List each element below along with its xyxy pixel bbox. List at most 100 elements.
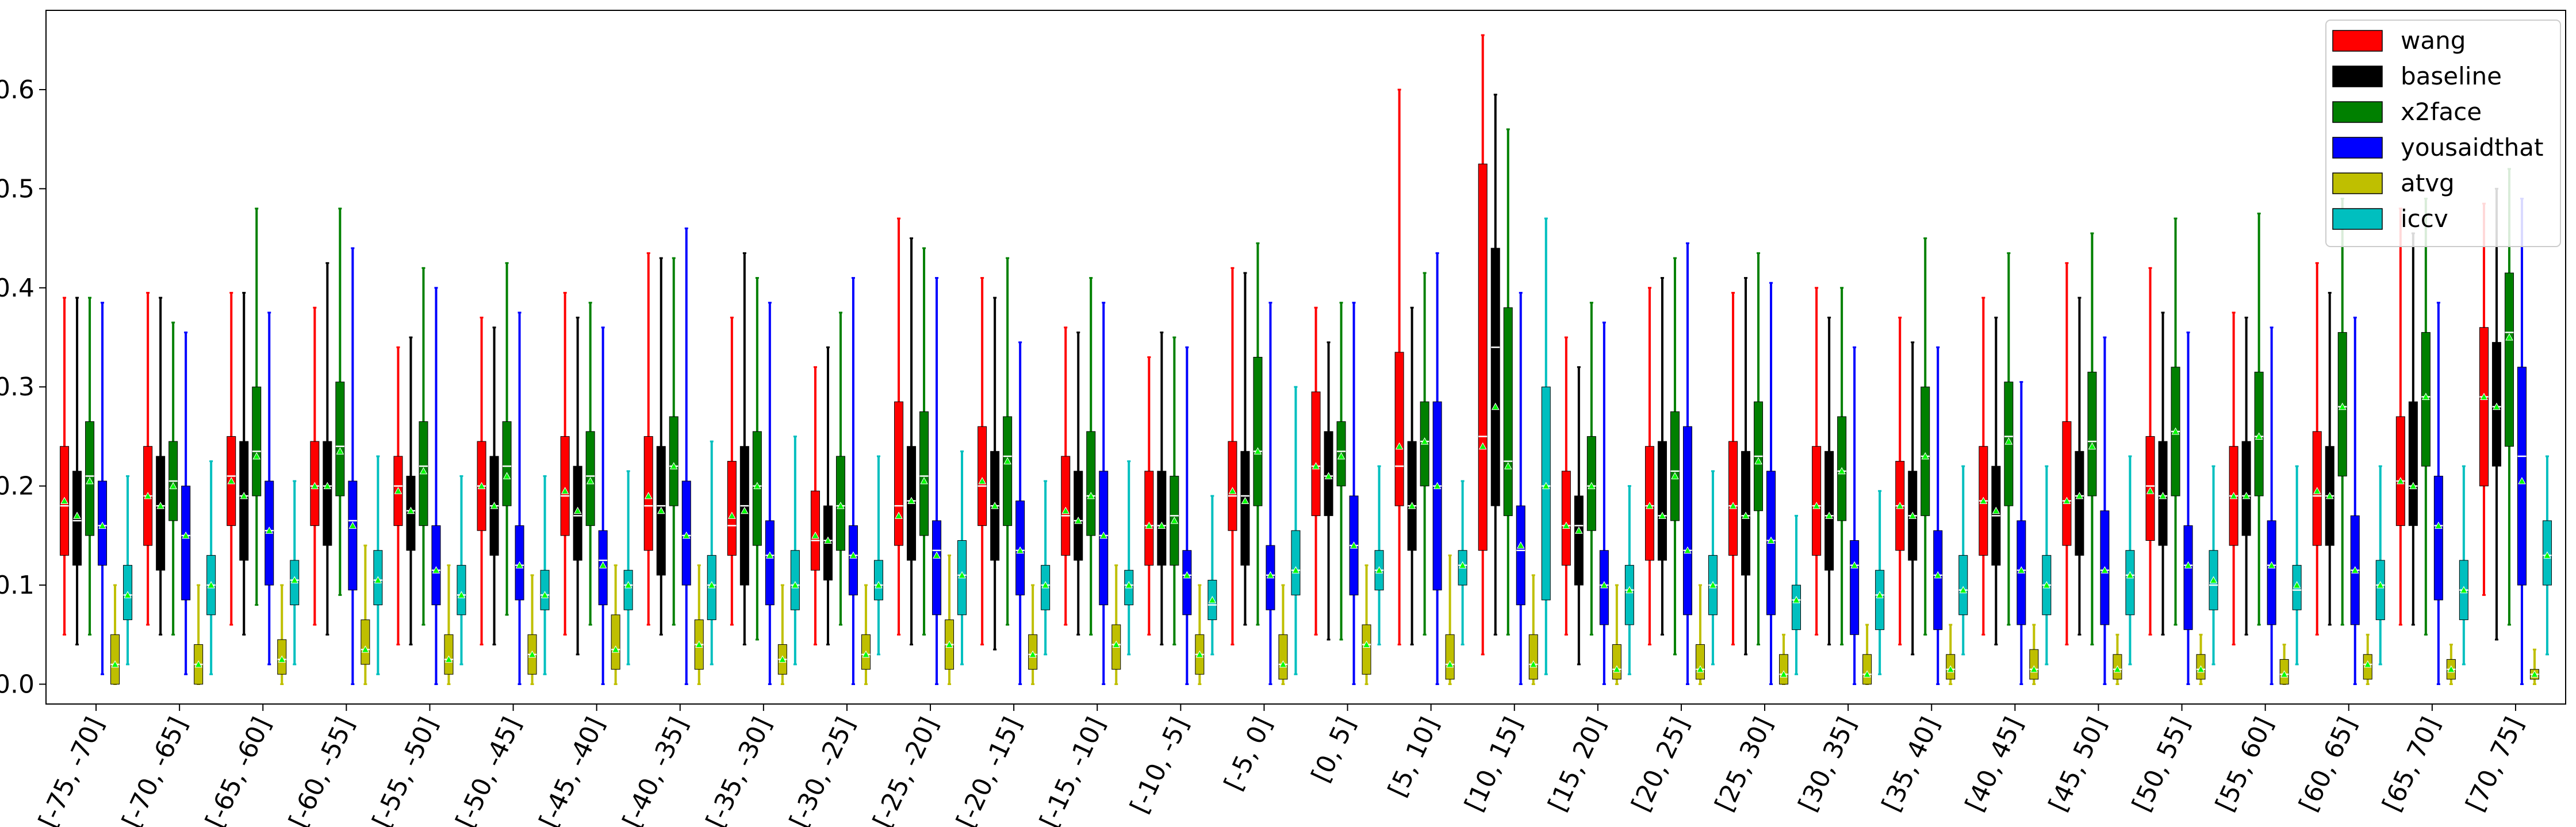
legend-label: atvg [2401,169,2455,197]
legend-swatch [2332,172,2383,194]
mean-marker [1600,581,1608,588]
box-atvg [527,574,537,686]
mean-marker [1626,586,1634,594]
mean-marker [1491,402,1500,410]
mean-marker [1074,516,1083,524]
mean-marker [2184,561,2192,569]
box-yousaidthat [264,311,274,666]
mean-marker [2505,333,2513,341]
mean-marker [374,576,382,583]
box-wang [227,291,236,626]
box-body [977,426,987,526]
series-baseline [72,94,2501,666]
mean-marker [2325,491,2334,499]
legend-box [2325,20,2561,247]
mean-marker [86,476,94,484]
box-atvg [2446,644,2456,686]
mean-marker [728,511,736,519]
box-iccv [2292,465,2302,666]
mean-marker [824,536,832,544]
box-baseline [1490,94,1500,636]
mean-marker [707,581,716,588]
box-wang [643,252,653,626]
legend-item-yousaidthat: yousaidthat [2332,133,2543,161]
box-body [932,520,942,616]
box-atvg [861,584,871,686]
box-atvg [1528,574,1538,686]
mean-marker [1446,660,1454,668]
box-body [1311,391,1321,516]
box-body [848,525,858,595]
mean-marker [875,581,883,588]
box-yousaidthat [765,302,775,686]
mean-marker [1291,566,1300,574]
box-baseline [1574,366,1584,666]
mean-marker [407,506,415,514]
mean-marker [611,645,620,653]
mean-marker [695,640,703,648]
mean-marker [503,472,511,479]
box-iccv [1792,514,1801,675]
box-body [457,565,466,616]
box-body [1503,307,1513,516]
box-body [1394,352,1404,506]
mean-marker [1087,491,1095,499]
box-atvg [1362,564,1371,686]
box-body [1850,540,1860,635]
box-body [1875,570,1885,630]
box-yousaidthat [2183,331,2193,686]
box-yousaidthat [1516,291,1525,686]
box-x2face [1336,302,1346,641]
mean-marker [2409,482,2417,490]
legend-label: x2face [2401,98,2482,126]
box-body [1657,441,1667,561]
box-iccv [957,450,967,666]
box-body [739,446,749,586]
box-wang [2062,262,2072,646]
box-body [2087,371,2097,497]
mean-marker [194,660,203,668]
mean-marker [1266,571,1275,579]
box-wang [1812,287,1822,636]
box-atvg [2029,624,2039,686]
box-atvg [1445,554,1455,686]
mean-marker [561,487,569,494]
mean-marker [1324,472,1333,479]
series-yousaidthat [98,198,2527,686]
mean-marker [2255,432,2263,440]
box-baseline [907,237,917,646]
mean-marker [1003,457,1011,465]
mean-marker [528,650,536,658]
legend-item-atvg: atvg [2332,169,2455,197]
mean-marker [1183,571,1191,579]
box-atvg [277,584,287,686]
box-atvg [1278,584,1288,686]
box-iccv [2459,465,2468,666]
box-x2face [2004,252,2014,626]
mean-marker [1529,660,1538,668]
box-baseline [406,336,416,646]
box-x2face [1920,237,1930,636]
mean-marker [2421,393,2430,400]
box-body [1920,386,1930,516]
mean-marker [1658,511,1666,519]
mean-marker [945,640,953,648]
box-baseline [72,297,82,646]
box-x2face [168,321,178,636]
mean-marker [849,551,857,559]
box-wang [1144,356,1154,636]
box-body [1291,530,1301,595]
box-body [2395,416,2405,526]
mean-marker [586,476,595,484]
box-body [1792,584,1801,630]
mean-marker [432,566,440,574]
mean-marker [837,502,845,509]
mean-marker [2447,665,2455,673]
mean-marker [1061,506,1070,514]
mean-marker [1896,502,1904,509]
legend-label: wang [2401,26,2466,55]
legend-swatch [2332,66,2383,87]
mean-marker [2338,402,2347,410]
box-wang [2479,202,2489,596]
mean-marker [907,497,915,505]
